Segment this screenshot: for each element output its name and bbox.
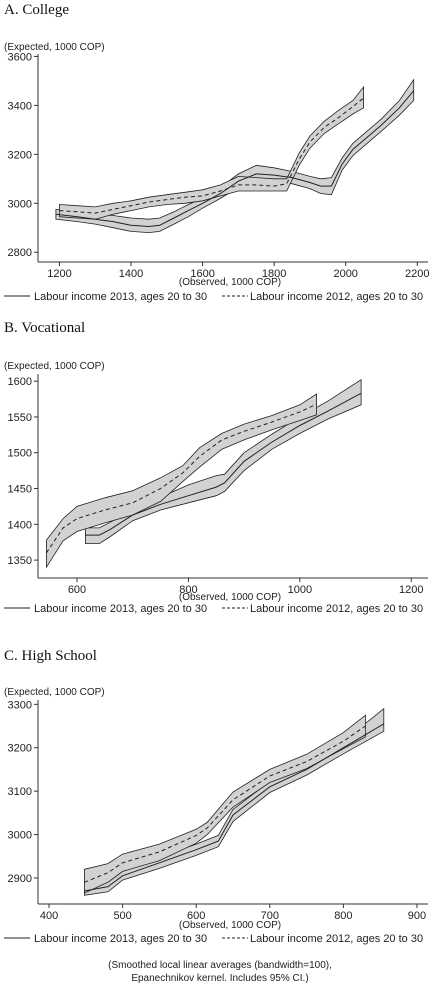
- x-tick-label: 600: [187, 910, 205, 922]
- legend-vocational: Labour income 2013, ages 20 to 30 Labour…: [4, 603, 423, 615]
- x-tick-label: 600: [68, 584, 86, 596]
- y-tick-label: 3000: [8, 830, 32, 842]
- legend-label-2012: Labour income 2012, ages 20 to 30: [250, 603, 423, 615]
- legend-label-2012: Labour income 2012, ages 20 to 30: [250, 291, 423, 303]
- legend-label-2012: Labour income 2012, ages 20 to 30: [250, 933, 423, 945]
- series-line-2013: [55, 90, 415, 228]
- series-line-2012: [84, 725, 366, 883]
- y-axis-title-college: (Expected, 1000 COP): [4, 42, 105, 53]
- y-tick-label: 3300: [8, 699, 32, 711]
- x-tick-label: 900: [408, 910, 426, 922]
- x-tick-label: 700: [261, 910, 279, 922]
- x-tick-label: 1200: [399, 584, 423, 596]
- panel-college: A. College (Expected, 1000 COP) 2800 3000…: [4, 2, 430, 303]
- legend-label-2013: Labour income 2013, ages 20 to 30: [34, 291, 207, 303]
- x-tick-label: 800: [179, 584, 197, 596]
- x-tick-label: 2000: [333, 268, 357, 280]
- x-tick-label: 400: [40, 910, 58, 922]
- series-line-2012: [45, 403, 317, 554]
- confidence-band-2012: [59, 85, 365, 220]
- x-axis-title-vocational: (Observed, 1000 COP): [179, 592, 281, 603]
- panel-title-vocational: B. Vocational: [4, 320, 85, 336]
- x-tick-label: 500: [113, 910, 131, 922]
- y-tick-label: 1500: [8, 448, 32, 460]
- y-tick-label: 1350: [8, 555, 32, 567]
- legend-label-2013: Labour income 2013, ages 20 to 30: [34, 603, 207, 615]
- legend-college: Labour income 2013, ages 20 to 30 Labour…: [4, 291, 423, 303]
- footnote-line-2: Epanechnikov kernel. Includes 95% CI.): [131, 973, 308, 984]
- y-tick-label: 3400: [8, 100, 32, 112]
- confidence-band-2012: [84, 714, 366, 894]
- x-tick-label: 1000: [288, 584, 312, 596]
- x-tick-label: 1600: [190, 268, 214, 280]
- y-tick-label: 1600: [8, 376, 32, 388]
- footnote-line-1: (Smoothed local linear averages (bandwid…: [108, 960, 332, 971]
- panel-vocational: B. Vocational (Expected, 1000 COP) 1350 1…: [4, 320, 428, 615]
- series-line-2013: [85, 392, 362, 536]
- y-axis-title-high-school: (Expected, 1000 COP): [4, 687, 105, 698]
- y-tick-label: 1450: [8, 484, 32, 496]
- panel-title-college: A. College: [4, 2, 69, 18]
- x-axis-title-college: (Observed, 1000 COP): [179, 277, 281, 288]
- y-tick-label: 3600: [8, 51, 32, 63]
- y-tick-label: 1550: [8, 412, 32, 424]
- y-tick-label: 3200: [8, 149, 32, 161]
- y-tick-label: 3000: [8, 198, 32, 210]
- panel-high-school: C. High School (Expected, 1000 COP) 2900…: [4, 648, 428, 945]
- x-tick-label: 1800: [262, 268, 286, 280]
- y-axis-title-vocational: (Expected, 1000 COP): [4, 361, 105, 372]
- x-tick-label: 2200: [405, 268, 429, 280]
- x-tick-label: 1200: [47, 268, 71, 280]
- legend-high-school: Labour income 2013, ages 20 to 30 Labour…: [4, 933, 423, 945]
- series-line-2013: [84, 723, 385, 892]
- x-tick-label: 1400: [119, 268, 143, 280]
- legend-label-2013: Labour income 2013, ages 20 to 30: [34, 933, 207, 945]
- y-tick-label: 3100: [8, 786, 32, 798]
- x-axis-title-high-school: (Observed, 1000 COP): [179, 920, 281, 931]
- y-tick-label: 2900: [8, 873, 32, 885]
- series-line-2012: [59, 97, 364, 214]
- y-tick-label: 3200: [8, 743, 32, 755]
- panel-title-high-school: C. High School: [4, 648, 97, 664]
- confidence-band-2012: [46, 393, 318, 569]
- y-tick-label: 2800: [8, 247, 32, 259]
- x-tick-label: 800: [334, 910, 352, 922]
- y-tick-label: 1400: [8, 519, 32, 531]
